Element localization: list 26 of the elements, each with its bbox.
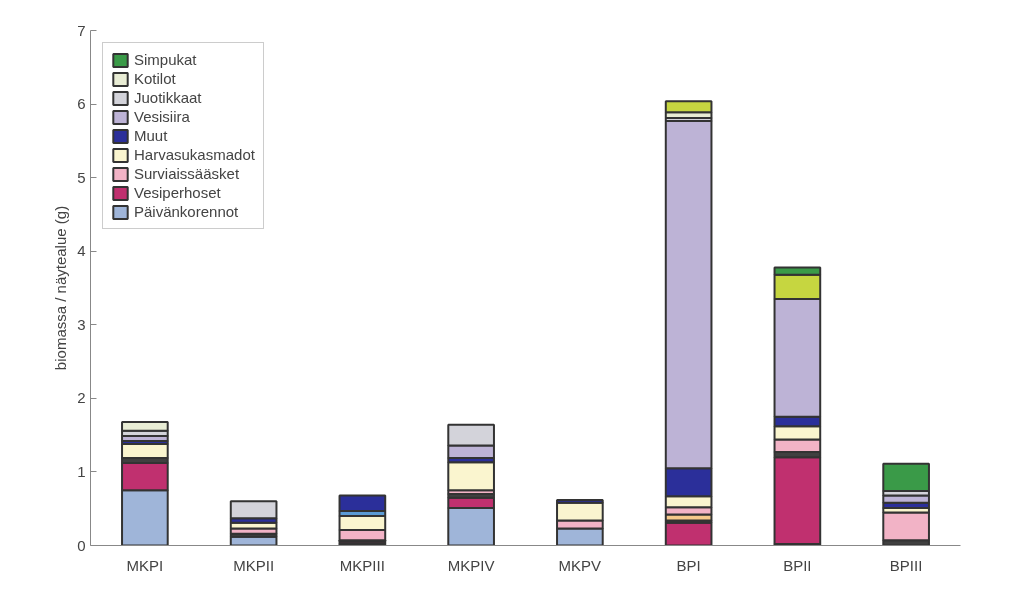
x-tick-label: BPIII (889, 556, 923, 574)
y-tick-label: 0 (77, 536, 86, 554)
y-tick-label: 1 (77, 462, 86, 480)
x-tick-label: MKPIV (447, 556, 495, 574)
legend-label: Muut (134, 127, 168, 144)
legend-label: Vesiperhoset (134, 184, 221, 201)
y-axis-title: biomassa / näytealue (g) (52, 205, 70, 371)
y-tick-label: 6 (77, 95, 86, 113)
legend-label: Vesisiira (134, 108, 190, 125)
legend-label: Simpukat (134, 51, 197, 68)
y-tick-label: 7 (77, 21, 86, 39)
legend-label: Kotilot (134, 70, 176, 87)
legend-label: Surviaissääsket (134, 165, 240, 182)
x-tick-label: MKPI (126, 556, 164, 574)
x-tick-label: MKPII (233, 556, 275, 574)
legend-label: Päivänkorennot (134, 203, 239, 220)
y-tick-label: 5 (77, 168, 86, 186)
y-tick-label: 4 (77, 242, 86, 260)
y-tick-label: 2 (77, 389, 86, 407)
y-tick-label: 3 (77, 315, 86, 333)
x-tick-label: MKPV (558, 556, 602, 574)
x-tick-label: MKPIII (339, 556, 385, 574)
legend-label: Juotikkaat (134, 89, 202, 106)
x-tick-label: BPI (676, 556, 701, 574)
x-tick-label: BPII (783, 556, 812, 574)
legend-label: Harvasukasmadot (134, 146, 255, 163)
